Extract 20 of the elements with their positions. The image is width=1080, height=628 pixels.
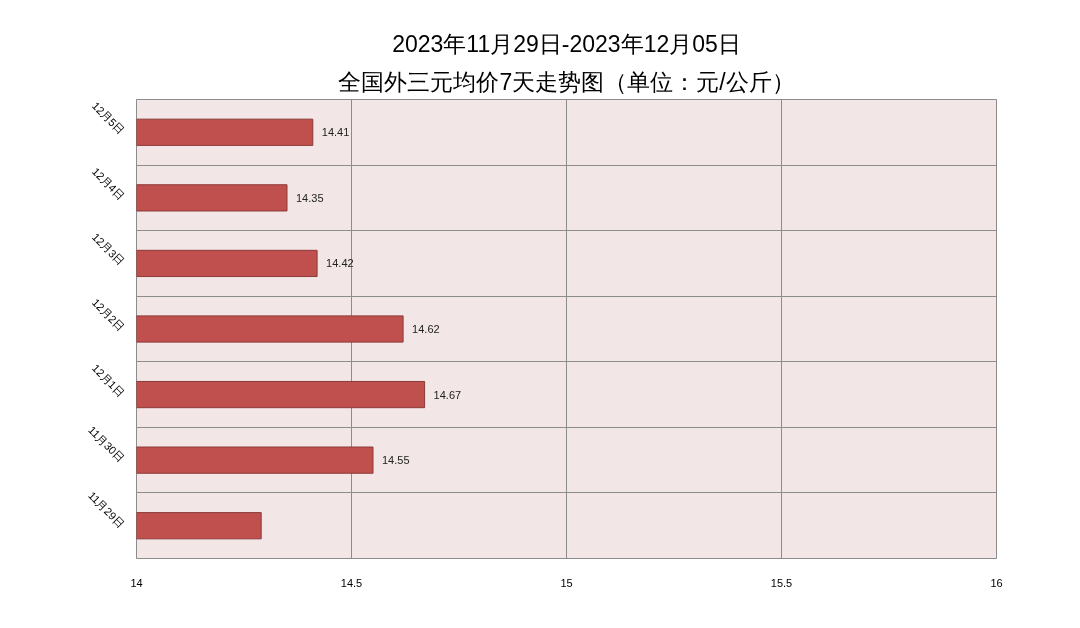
chart-title: 2023年11月29日-2023年12月05日 — [392, 30, 741, 57]
x-tick-label: 15.5 — [770, 576, 793, 589]
y-tick-label: 12月4日 — [89, 165, 127, 203]
data-label: 14.35 — [296, 191, 324, 204]
data-label: 14.41 — [321, 126, 350, 139]
x-tick-label: 16 — [990, 576, 1003, 589]
y-tick-label: 12月1日 — [89, 361, 127, 399]
y-tick-label: 12月2日 — [89, 296, 127, 334]
y-tick-label: 11月29日 — [85, 489, 127, 530]
y-tick-label: 12月5日 — [89, 99, 127, 137]
chart-subtitle: 全国外三元均价7天走势图（单位：元/公斤） — [338, 68, 795, 95]
x-tick-label: 14.5 — [340, 576, 363, 589]
y-tick-label: 12月3日 — [89, 230, 127, 268]
y-tick-label: 11月30日 — [85, 423, 127, 465]
data-label: 14.55 — [382, 454, 410, 467]
x-tick-label: 14 — [130, 576, 143, 589]
data-label: 14.67 — [433, 388, 462, 401]
data-label: 14.42 — [326, 257, 354, 270]
x-tick-label: 15 — [560, 576, 573, 589]
data-label: 14.62 — [412, 323, 440, 335]
